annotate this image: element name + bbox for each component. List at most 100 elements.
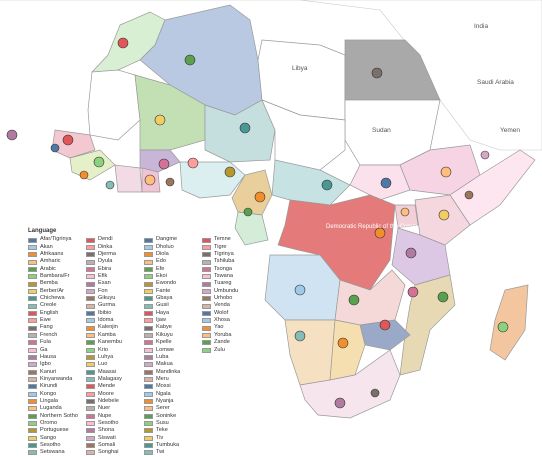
legend-item[interactable]: Fula	[28, 339, 86, 346]
legend-item[interactable]: Krio	[86, 347, 144, 354]
legend-item[interactable]: Soninke	[144, 413, 202, 420]
pie-marker-zimbabwe[interactable]	[379, 319, 391, 331]
pie-marker-guinea[interactable]	[93, 156, 105, 168]
pie-marker-angola[interactable]	[294, 284, 306, 296]
pie-marker-mozambique[interactable]	[437, 291, 449, 303]
pie-marker-gambia[interactable]	[50, 143, 60, 153]
legend-item[interactable]: Dholuo	[144, 244, 202, 251]
legend-item[interactable]: Arabic	[28, 266, 86, 273]
legend-item[interactable]: Ga	[28, 347, 86, 354]
legend-item[interactable]: Nyanja	[144, 398, 202, 405]
pie-marker-senegal[interactable]	[62, 134, 74, 146]
pie-marker-tanzania[interactable]	[405, 247, 417, 259]
legend-item[interactable]: Makua	[144, 361, 202, 368]
pie-marker-kenya[interactable]	[438, 209, 450, 221]
legend-item[interactable]: Kabye	[144, 324, 202, 331]
legend-item[interactable]: Moore	[86, 391, 144, 398]
pie-marker-namibia[interactable]	[294, 330, 306, 342]
legend-item[interactable]: Tiv	[144, 435, 202, 442]
legend-item[interactable]: Zande	[202, 339, 260, 346]
legend-item[interactable]: Tuareg	[202, 280, 260, 287]
legend-item[interactable]: Urhobo	[202, 295, 260, 302]
pie-marker-malawi[interactable]	[407, 286, 419, 298]
country-cote-divoire[interactable]	[114, 164, 143, 193]
legend-item[interactable]: Kongo	[28, 391, 86, 398]
country-namibia[interactable]	[284, 319, 336, 386]
legend-item[interactable]: Afar/Tigrinya	[28, 236, 86, 243]
legend-item[interactable]: Ebira	[86, 266, 144, 273]
legend-item[interactable]: Bambara/Fr	[28, 273, 86, 280]
legend-item[interactable]: Dyula	[86, 258, 144, 265]
pie-marker-mali[interactable]	[154, 114, 166, 126]
legend-item[interactable]: Somali	[86, 442, 144, 449]
legend-item[interactable]: Luhya	[86, 354, 144, 361]
pie-marker-eritrea[interactable]	[480, 150, 490, 160]
legend-item[interactable]: Afrikaans	[28, 251, 86, 258]
legend-item[interactable]: Twi	[144, 449, 202, 456]
legend-item[interactable]: Kinyarwanda	[28, 376, 86, 383]
legend-item[interactable]: Luganda	[28, 405, 86, 412]
legend-item[interactable]: Nuer	[86, 405, 144, 412]
pie-marker-madagascar[interactable]	[497, 321, 509, 333]
legend-item[interactable]: Fon	[86, 288, 144, 295]
legend-item[interactable]: Creole	[28, 302, 86, 309]
legend-item[interactable]: Mende	[86, 383, 144, 390]
legend-item[interactable]: Fang	[28, 324, 86, 331]
legend-item[interactable]: Kanuri	[28, 369, 86, 376]
legend-item[interactable]: Songhai	[86, 449, 144, 456]
legend-item[interactable]: Efe	[144, 266, 202, 273]
legend-item[interactable]: Idoma	[86, 317, 144, 324]
legend-item[interactable]: English	[28, 310, 86, 317]
legend-item[interactable]: Tigre	[202, 244, 260, 251]
legend-item[interactable]: Serer	[144, 405, 202, 412]
legend-item[interactable]: Edo	[144, 258, 202, 265]
legend-item[interactable]: Kpelle	[144, 339, 202, 346]
pie-marker-ethiopia[interactable]	[440, 166, 452, 178]
legend-item[interactable]: Kamba	[86, 332, 144, 339]
legend-item[interactable]: Ngala	[144, 391, 202, 398]
legend-item[interactable]: Sesotho	[28, 442, 86, 449]
legend-item[interactable]: Umbundu	[202, 288, 260, 295]
pie-marker-egypt[interactable]	[371, 67, 383, 79]
legend-item[interactable]: Teke	[144, 427, 202, 434]
pie-marker-south-sudan[interactable]	[380, 177, 392, 189]
legend-item[interactable]: Gusii	[144, 302, 202, 309]
legend-item[interactable]: Dangme	[144, 236, 202, 243]
legend-item[interactable]: Siswati	[86, 435, 144, 442]
pie-marker-burkina[interactable]	[158, 158, 170, 170]
legend-item[interactable]: Sesotho	[86, 420, 144, 427]
pie-marker-drc[interactable]	[374, 227, 386, 239]
country-south-sudan[interactable]	[349, 164, 411, 201]
pie-marker-sierra-leone[interactable]	[79, 170, 89, 180]
legend-item[interactable]: Kalenjin	[86, 324, 144, 331]
country-gabon[interactable]	[234, 211, 269, 246]
legend-item[interactable]: Lingala	[28, 398, 86, 405]
legend-item[interactable]: French	[28, 332, 86, 339]
legend-item[interactable]: Kirundi	[28, 383, 86, 390]
legend-item[interactable]: Northern Sotho	[28, 413, 86, 420]
legend-item[interactable]: Zulu	[202, 347, 260, 354]
legend-item[interactable]: Mandinka	[144, 369, 202, 376]
country-egypt[interactable]	[344, 39, 441, 101]
pie-marker-south-africa[interactable]	[334, 397, 346, 409]
legend-item[interactable]: Esan	[86, 280, 144, 287]
pie-marker-uganda[interactable]	[400, 207, 410, 217]
pie-marker-niger[interactable]	[239, 122, 251, 134]
country-niger[interactable]	[204, 99, 276, 163]
legend-item[interactable]: Xhosa	[202, 317, 260, 324]
pie-marker-lesotho[interactable]	[370, 388, 380, 398]
legend-item[interactable]: Ibibio	[86, 310, 144, 317]
country-madagascar[interactable]	[489, 284, 529, 361]
legend-item[interactable]: Efik	[86, 273, 144, 280]
pie-marker-nigeria[interactable]	[224, 166, 236, 178]
pie-marker-cameroon[interactable]	[254, 191, 266, 203]
pie-marker-morocco[interactable]	[117, 37, 129, 49]
legend-item[interactable]: Portuguese	[28, 427, 86, 434]
legend-item[interactable]: Hausa	[28, 354, 86, 361]
legend-item[interactable]: Chichewa	[28, 295, 86, 302]
legend-item[interactable]: Ndebele	[86, 398, 144, 405]
legend-item[interactable]: Yoruba	[202, 332, 260, 339]
pie-marker-car[interactable]	[321, 179, 333, 191]
legend-item[interactable]: Wolof	[202, 310, 260, 317]
pie-marker-botswana[interactable]	[337, 337, 349, 349]
